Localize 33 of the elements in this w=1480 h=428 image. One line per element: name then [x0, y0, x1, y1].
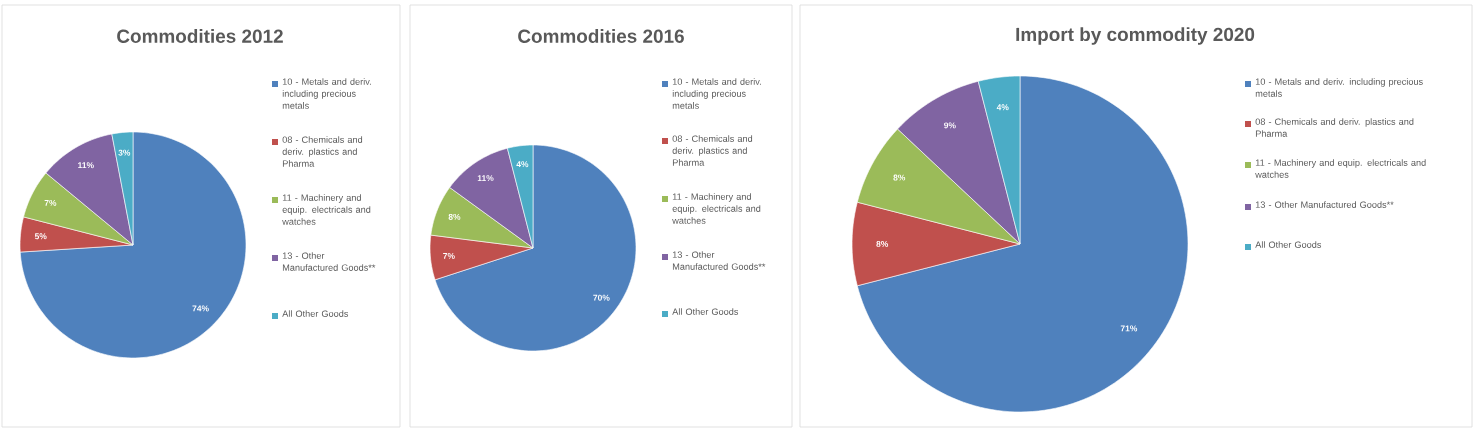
legend-label: All Other Goods	[1255, 241, 1322, 248]
legend-label: 08 - Chemicals and deriv. plastics and Pharma	[1255, 118, 1414, 137]
data-label: 70%	[593, 294, 610, 301]
data-label: 11%	[477, 175, 494, 182]
legend-label: 08 - Chemicals and deriv. plastics and Pharma	[672, 135, 753, 166]
legend-label: 13 - Other Manufactured Goods**	[1255, 201, 1394, 208]
data-label: 4%	[996, 104, 1009, 111]
data-label: 8%	[448, 213, 461, 220]
data-label: 71%	[1120, 325, 1138, 332]
data-label: 8%	[893, 174, 906, 181]
data-label: 4%	[516, 161, 529, 168]
data-label: 11%	[78, 162, 94, 169]
legend-label: 10 - Metals and deriv. including precious metals	[672, 78, 761, 109]
chart-title: Import by commodity 2020	[1016, 27, 1255, 45]
legend-label: 13 - Other Manufactured Goods**	[282, 252, 376, 271]
legend-label: 10 - Metals and deriv. including precious metals	[282, 78, 371, 109]
legend-label: All Other Goods	[282, 310, 349, 317]
data-label: 7%	[44, 199, 57, 206]
data-label: 8%	[876, 241, 889, 247]
legend-label: 11 - Machinery and equip. electricals and watches	[672, 193, 761, 224]
data-label: 7%	[443, 252, 455, 259]
data-label: 5%	[34, 233, 47, 240]
legend-label: 10 - Metals and deriv. including precious metals	[1255, 78, 1423, 97]
data-label: 3%	[118, 149, 131, 156]
chart-title: Commodities 2012	[117, 29, 283, 43]
legend-label: 13 - Other Manufactured Goods**	[672, 251, 766, 270]
legend-label: 08 - Chemicals and deriv. plastics and Pharma	[282, 136, 363, 167]
legend-label: All Other Goods	[672, 308, 739, 315]
data-label: 9%	[944, 122, 956, 129]
legend-label: 11 - Machinery and equip. electricals and watches	[282, 194, 371, 225]
data-label: 74%	[192, 305, 209, 312]
chart-title: Commodities 2016	[518, 29, 684, 43]
legend-label: 11 - Machinery and equip. electricals and watches	[1255, 159, 1426, 178]
